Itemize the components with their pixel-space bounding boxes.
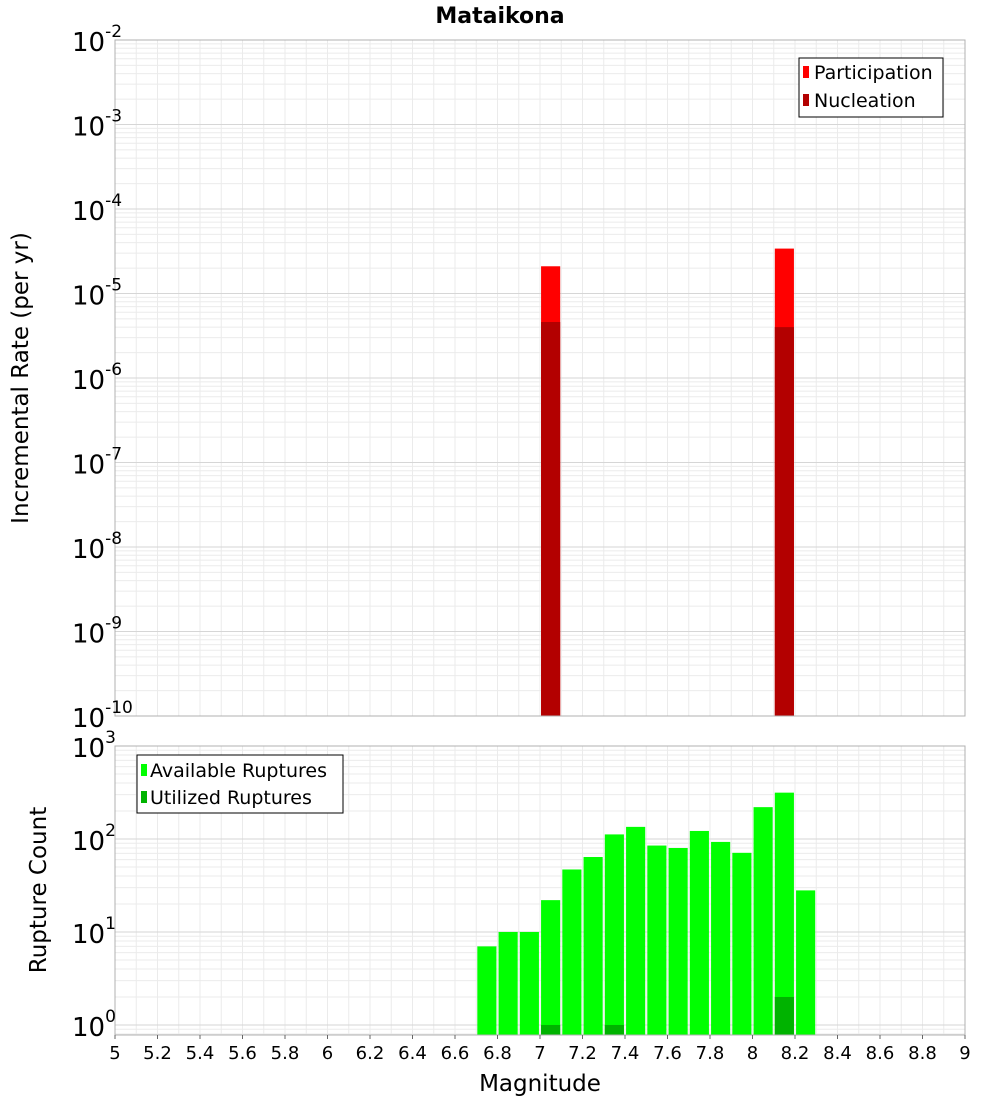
bar-available-ruptures	[519, 931, 539, 1035]
y-tick-label: 10-9	[72, 614, 122, 650]
bar-available-ruptures	[626, 826, 646, 1035]
bar-available-ruptures	[796, 890, 816, 1035]
top-plot-grid	[114, 40, 966, 717]
bar-nucleation	[541, 321, 561, 716]
bar-available-ruptures	[668, 848, 688, 1035]
top-y-tick-labels: 10-10 10-9 10-8 10-7 10-6 10-5 10-4 10-3 10-2	[72, 22, 133, 734]
x-tick-label: 8.2	[781, 1043, 810, 1064]
x-tick-label: 5.8	[271, 1043, 300, 1064]
bar-available-ruptures	[477, 946, 497, 1035]
top-legend: Participation Nucleation	[798, 57, 944, 118]
x-tick-label: 8.8	[908, 1043, 937, 1064]
x-tick-label: 5.4	[186, 1043, 215, 1064]
x-tick-label: 7	[534, 1043, 545, 1064]
top-plot-bars	[541, 248, 794, 716]
bottom-legend: Available Ruptures Utilized Ruptures	[136, 754, 344, 814]
bottom-legend-box	[136, 754, 344, 814]
bar-nucleation	[774, 327, 794, 716]
bottom-plot-bars	[477, 792, 816, 1035]
y-tick-label: 10-4	[72, 191, 122, 227]
chart-title: Mataikona	[435, 4, 564, 29]
legend-label-nucleation: Nucleation	[814, 90, 916, 112]
bar-utilized-ruptures	[541, 1024, 561, 1035]
legend-swatch-utilized	[141, 791, 147, 803]
bar-available-ruptures	[711, 841, 731, 1035]
bar-available-ruptures	[583, 857, 603, 1035]
legend-label-available: Available Ruptures	[150, 760, 327, 782]
bar-available-ruptures	[647, 845, 667, 1035]
x-tick-label: 5.6	[228, 1043, 257, 1064]
y-tick-label: 102	[72, 821, 116, 857]
top-y-axis-label: Incremental Rate (per yr)	[8, 232, 34, 524]
x-axis-label: Magnitude	[479, 1071, 601, 1097]
x-tick-label: 7.2	[568, 1043, 597, 1064]
x-tick-label: 8.6	[866, 1043, 895, 1064]
x-tick-label: 8	[747, 1043, 758, 1064]
x-tick-label: 6.6	[441, 1043, 470, 1064]
x-tick-label: 6.4	[398, 1043, 427, 1064]
legend-label-participation: Participation	[814, 62, 933, 84]
bar-available-ruptures	[541, 900, 561, 1035]
y-tick-label: 10-7	[72, 445, 122, 481]
x-tick-labels: 5 5.2 5.4 5.6 5.8 6 6.2 6.4 6.6 6.8 7 7.2 7.4 7.6 7.8 8…	[109, 1035, 971, 1064]
x-tick-label: 5.2	[143, 1043, 172, 1064]
x-tick-label: 7.8	[696, 1043, 725, 1064]
x-tick-label: 8.4	[823, 1043, 852, 1064]
bar-available-ruptures	[689, 830, 709, 1035]
y-tick-label: 10-6	[72, 360, 122, 396]
x-tick-label: 7.6	[653, 1043, 682, 1064]
x-tick-label: 6.2	[356, 1043, 385, 1064]
x-tick-label: 6.8	[483, 1043, 512, 1064]
y-tick-label: 10-8	[72, 529, 122, 565]
y-tick-label: 100	[72, 1007, 116, 1043]
bar-available-ruptures	[604, 834, 624, 1035]
bottom-y-axis-label: Rupture Count	[26, 807, 52, 973]
bar-available-ruptures	[498, 931, 518, 1035]
x-tick-label: 5	[109, 1043, 120, 1064]
bar-available-ruptures	[732, 852, 752, 1035]
x-tick-label: 7.4	[611, 1043, 640, 1064]
y-tick-label: 10-5	[72, 276, 122, 312]
top-plot-frame	[114, 39, 966, 717]
legend-swatch-available	[141, 764, 147, 776]
legend-swatch-nucleation	[803, 94, 809, 106]
x-tick-label: 9	[959, 1043, 970, 1064]
y-tick-label: 10-2	[72, 22, 122, 58]
bar-utilized-ruptures	[604, 1024, 624, 1035]
legend-label-utilized: Utilized Ruptures	[150, 787, 312, 809]
bar-available-ruptures	[774, 792, 794, 1035]
y-tick-label: 103	[72, 728, 116, 764]
y-tick-label: 10-10	[72, 698, 133, 734]
legend-swatch-participation	[803, 66, 809, 78]
bar-utilized-ruptures	[774, 996, 794, 1035]
y-tick-label: 101	[72, 914, 116, 950]
top-legend-box	[798, 57, 944, 118]
bar-available-ruptures	[562, 869, 582, 1035]
bottom-y-tick-labels: 100 101 102 103	[72, 728, 116, 1043]
y-tick-label: 10-3	[72, 107, 122, 143]
bar-available-ruptures	[753, 807, 773, 1035]
x-tick-label: 6	[322, 1043, 333, 1064]
